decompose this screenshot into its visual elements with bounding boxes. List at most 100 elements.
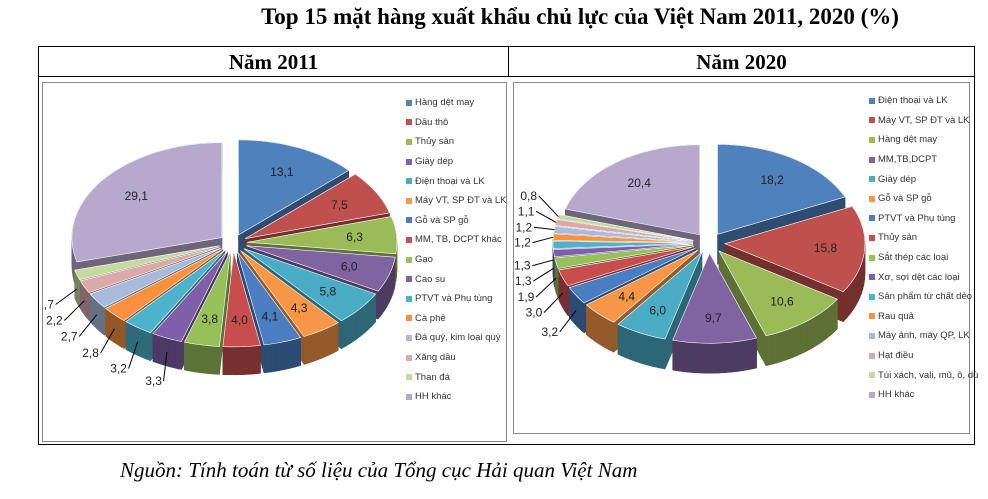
legend-swatch (406, 197, 412, 204)
slice-side (276, 341, 283, 372)
leader-line (532, 267, 555, 282)
slice-top (125, 249, 226, 334)
slice-side (816, 312, 822, 347)
legend-swatch (869, 254, 875, 261)
legend-label: Cà phê (415, 312, 446, 324)
data-label: 4,0 (231, 313, 248, 327)
slice-top (558, 246, 695, 287)
slice-top (243, 248, 377, 322)
legend-swatch (406, 334, 412, 341)
pie-chart-2011: 13,1 7,5 6,3 6,0 5,8 4,3 4,1 4,0 3,8 29,1 3,3 3,2 2,… (43, 139, 398, 388)
slice-side (315, 329, 323, 361)
slice-side (658, 337, 666, 370)
legend-item: Giày dép (406, 152, 507, 172)
slice-side (377, 286, 382, 320)
legend-swatch (406, 354, 412, 361)
slice-top (222, 251, 261, 348)
slice-top (245, 173, 391, 239)
data-label: 29,1 (125, 189, 149, 203)
legend-swatch (869, 391, 875, 398)
slice-side (288, 338, 296, 369)
legend-label: Than đá (415, 371, 450, 383)
slice-side (371, 293, 376, 327)
leader-line (535, 210, 557, 223)
slice-side (724, 341, 732, 374)
slice-side (737, 340, 745, 372)
slice-side (852, 274, 856, 311)
slice-top (240, 250, 339, 337)
legend-item: Hàng dệt may (406, 93, 507, 113)
legend-item: Sắt thép các loại (869, 248, 978, 268)
chart-table-frame: Năm 2011 Năm 2020 (38, 46, 975, 445)
legend-label: Thủy sản (878, 232, 918, 244)
leader-line (55, 288, 78, 305)
slice-top (564, 144, 700, 236)
legend-2020: Điện thoại và LK Máy VT, SP ĐT và LK Hàng … (869, 91, 978, 405)
slice-side (640, 332, 647, 366)
slice-side (381, 282, 385, 316)
legend-item: Túi xách, vali, mũ, ô, dù (869, 365, 978, 385)
slice-side (169, 338, 176, 369)
data-label: 5,8 (319, 285, 336, 299)
slice-side (811, 315, 817, 349)
data-label: 1,2 (516, 220, 533, 234)
slice-side (743, 339, 751, 371)
data-label: 0,8 (520, 189, 537, 203)
leader-line (163, 351, 168, 382)
legend-swatch (869, 234, 875, 241)
leader-line (532, 236, 554, 244)
pie-slice-2011-6 (240, 249, 339, 366)
legend-swatch (869, 313, 875, 320)
legend-item: Cà phê (406, 309, 507, 329)
slice-side (282, 340, 290, 371)
legend-swatch (869, 195, 875, 202)
slice-side (800, 320, 807, 355)
chart-title: Top 15 mặt hàng xuất khẩu chủ lực của Vi… (261, 4, 899, 29)
slice-top (724, 205, 866, 293)
data-label: 4,4 (618, 289, 635, 303)
data-label: 10,6 (770, 295, 794, 309)
slice-side (241, 346, 249, 375)
slice-top (183, 251, 231, 347)
slice-side (685, 341, 693, 373)
leader-line (535, 277, 557, 298)
legend-swatch (869, 293, 875, 300)
slice-side (247, 345, 255, 375)
legend-swatch (406, 236, 412, 243)
legend-swatch (406, 256, 412, 263)
legend-item: Thủy sản (869, 228, 978, 248)
pie-chart-2020: 18,2 15,8 10,6 9,7 6,0 4,4 20,4 3,2 3,0 1,9 1,31,3… (514, 144, 866, 374)
slice-side (806, 318, 812, 352)
data-label: 1,3 (514, 259, 531, 273)
slice-side (197, 344, 206, 374)
leader-line (559, 310, 577, 333)
legend-item: Gỗ và SP gỗ (406, 211, 507, 231)
legend-swatch (406, 119, 412, 126)
legend-label: Giày dép (415, 156, 454, 168)
slice-top (718, 250, 838, 337)
legend-item: Hạt điều (869, 346, 978, 366)
data-label: 6,0 (341, 260, 358, 274)
legend-item: Gạo (406, 250, 507, 270)
legend-item: Gỗ và SP gỗ (869, 189, 978, 209)
legend-item: Điện thoại và LK (406, 171, 507, 191)
leader-line (532, 259, 554, 267)
legend-label: PTVT và Phụ tùng (415, 293, 493, 305)
legend-label: Hàng dệt may (878, 134, 938, 146)
slice-top (238, 139, 350, 236)
leader-line (64, 300, 85, 321)
slice-top (246, 245, 396, 292)
legend-label: MM, TB, DCPT khác (415, 234, 502, 246)
slice-top (552, 233, 694, 243)
legend-swatch (406, 178, 412, 185)
legend-label: Túi xách, vali, mũ, ô, dù (878, 369, 979, 381)
slice-top (553, 243, 694, 258)
slice-top (717, 144, 846, 235)
legend-label: Máy ảnh, máy QP, LK (878, 330, 970, 342)
data-label: 3,2 (541, 325, 558, 339)
slice-side (303, 334, 311, 365)
legend-item: HH khác (869, 385, 978, 405)
legend-item: HH khác (406, 387, 507, 407)
data-label: 2,8 (82, 346, 99, 360)
slice-side (849, 279, 854, 315)
